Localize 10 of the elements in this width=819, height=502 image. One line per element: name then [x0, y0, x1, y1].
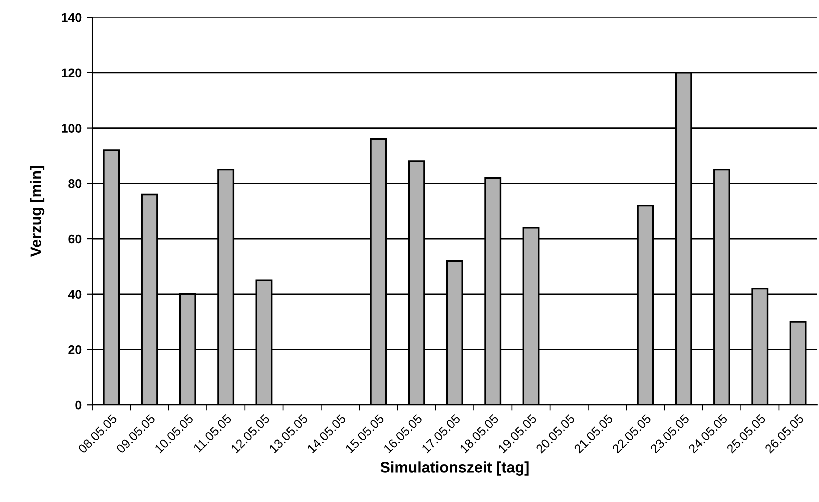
- y-tick-label: 120: [62, 68, 82, 78]
- y-tick-label: 20: [68, 346, 82, 354]
- y-tick-label: 100: [62, 124, 82, 133]
- x-axis-title: Simulationszeit [tag]: [380, 462, 529, 476]
- y-tick-label: 60: [68, 234, 82, 244]
- y-tick-label: 80: [68, 179, 82, 188]
- y-tick-label: 140: [62, 13, 82, 22]
- y-axis-title: Verzug [min]: [30, 166, 45, 258]
- y-tick-label: 40: [68, 290, 82, 300]
- y-tick-label: 0: [76, 400, 82, 410]
